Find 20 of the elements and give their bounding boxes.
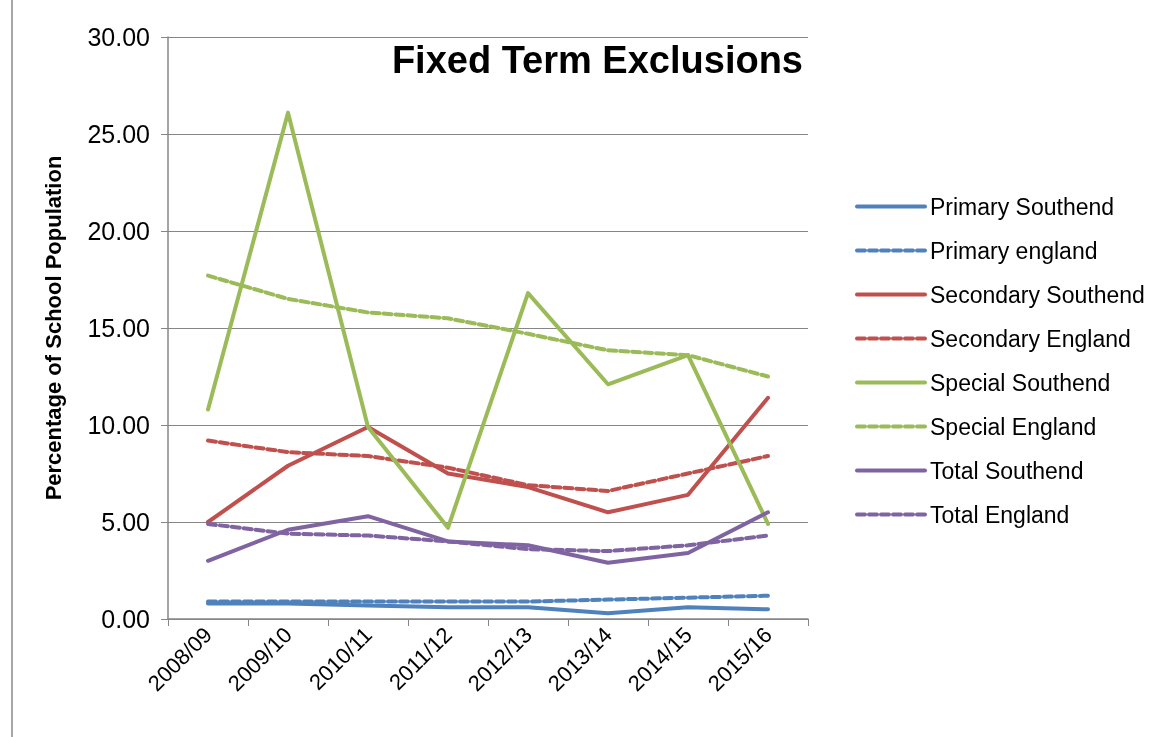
y-tick-label: 20.00 bbox=[87, 217, 150, 245]
legend-label: Special Southend bbox=[930, 369, 1111, 396]
y-tick-label: 25.00 bbox=[87, 120, 150, 148]
legend-label: Secondary England bbox=[930, 325, 1131, 352]
line-series bbox=[206, 395, 770, 524]
legend-label: Special England bbox=[930, 413, 1097, 440]
y-axis-title: Percentage of School Population bbox=[40, 155, 66, 501]
y-tick-label: 5.00 bbox=[101, 508, 150, 536]
line-series bbox=[206, 110, 770, 530]
legend-label: Primary england bbox=[930, 237, 1098, 264]
y-tick-label: 0.00 bbox=[101, 605, 150, 633]
legend-label: Total Southend bbox=[930, 457, 1084, 484]
y-tick-label: 10.00 bbox=[87, 411, 150, 439]
legend-label: Secondary Southend bbox=[930, 281, 1145, 308]
y-tick-label: 30.00 bbox=[87, 23, 150, 51]
chart-title: Fixed Term Exclusions bbox=[391, 39, 804, 81]
line-series bbox=[206, 510, 770, 565]
y-tick-label: 15.00 bbox=[87, 314, 150, 342]
legend-label: Primary Southend bbox=[930, 193, 1115, 220]
legend-label: Total England bbox=[930, 501, 1070, 528]
